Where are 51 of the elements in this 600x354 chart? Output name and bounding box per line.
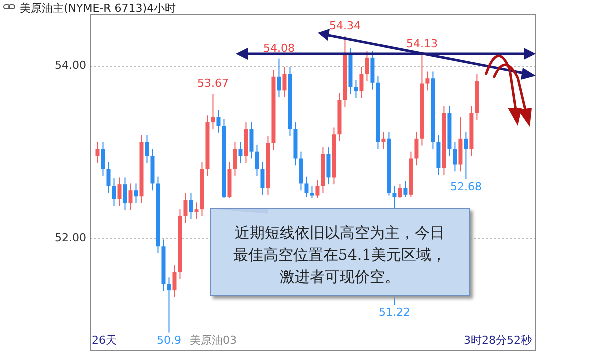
- candlestick: [238, 142, 243, 164]
- y-tick-label: 54.00: [55, 59, 86, 72]
- candlestick: [277, 58, 282, 98]
- annotation: 美原油03: [190, 333, 237, 348]
- candlestick: [398, 184, 402, 199]
- annotation: 53.67: [197, 77, 229, 90]
- candlestick: [426, 71, 430, 92]
- annotation: 26天: [92, 333, 117, 348]
- candlestick: [128, 183, 133, 211]
- candlestick: [194, 202, 199, 220]
- callout-box: 近期短线依旧以高空为主，今日最佳高空位置在54.1美元区域，激进者可现价空。: [210, 208, 470, 296]
- candlestick: [123, 177, 128, 211]
- candlestick: [354, 80, 358, 99]
- candlestick: [382, 132, 386, 150]
- candlestick: [316, 180, 320, 199]
- candlestick: [414, 132, 419, 166]
- candlestick: [189, 192, 194, 220]
- annotation: 50.9: [156, 334, 182, 347]
- candlestick: [304, 176, 309, 198]
- candlestick: [112, 178, 116, 207]
- candlestick: [118, 177, 122, 207]
- candlestick: [365, 50, 370, 82]
- candlestick: [101, 142, 106, 176]
- annotation: 54.08: [263, 42, 295, 55]
- annotation: 54.13: [406, 37, 438, 50]
- candlestick: [250, 122, 254, 160]
- candlestick: [360, 66, 364, 99]
- annotation: 54.34: [329, 19, 361, 32]
- candlestick: [134, 183, 138, 204]
- candlestick: [106, 162, 111, 194]
- candlestick: [260, 162, 265, 196]
- candlestick: [96, 142, 100, 164]
- candlestick: [326, 147, 331, 186]
- chart-title: 美原油主(NYME-R 6713)4小时: [20, 1, 176, 16]
- candlestick: [145, 134, 150, 164]
- candlestick: [310, 186, 314, 199]
- candlestick: [216, 110, 221, 134]
- candlestick: [167, 277, 172, 334]
- y-tick-label: 52.00: [55, 232, 86, 244]
- candlestick: [453, 142, 458, 172]
- candlestick: [211, 94, 216, 130]
- candlestick: [255, 144, 260, 176]
- candlestick: [404, 180, 408, 198]
- annotation: 52.68: [450, 180, 482, 194]
- candlestick: [184, 192, 188, 224]
- annotation: 3时28分52秒: [464, 333, 532, 348]
- candlestick: [282, 66, 287, 98]
- candlestick: [233, 142, 238, 176]
- annotation: 51.22: [378, 306, 410, 320]
- candlestick: [172, 265, 177, 298]
- candlestick: [464, 132, 468, 180]
